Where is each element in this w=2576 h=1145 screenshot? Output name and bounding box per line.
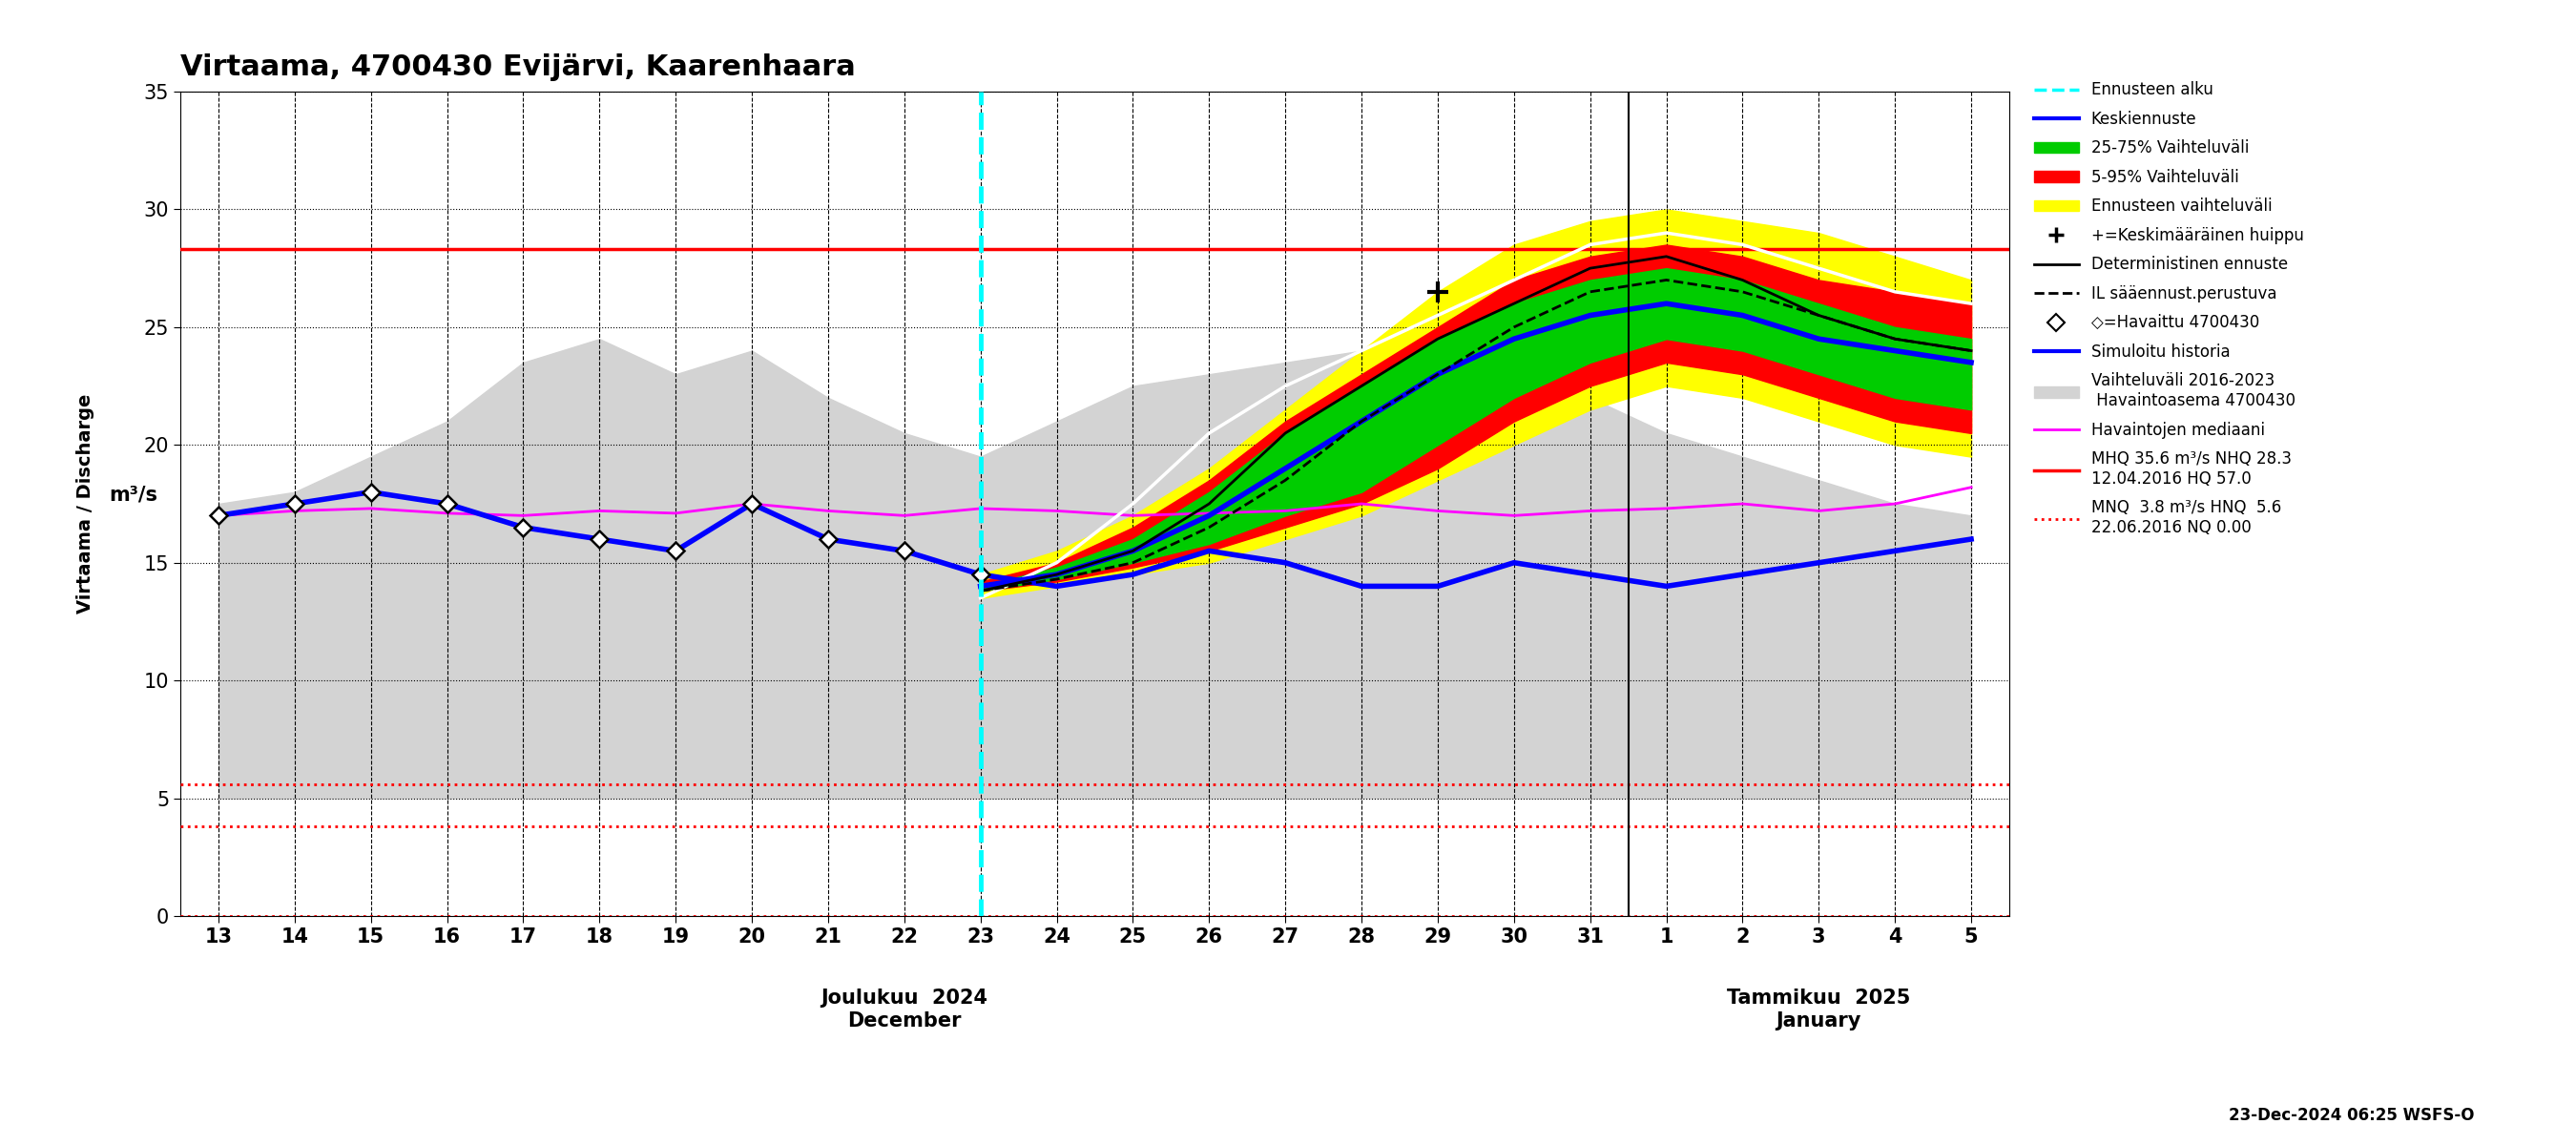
Text: 23-Dec-2024 06:25 WSFS-O: 23-Dec-2024 06:25 WSFS-O <box>2228 1107 2473 1124</box>
Y-axis label: m³/s: m³/s <box>108 484 157 504</box>
Legend: Ennusteen alku, Keskiennuste, 25-75% Vaihteluväli, 5-95% Vaihteluväli, Ennusteen: Ennusteen alku, Keskiennuste, 25-75% Vai… <box>2027 76 2311 543</box>
Text: Virtaama, 4700430 Evijärvi, Kaarenhaara: Virtaama, 4700430 Evijärvi, Kaarenhaara <box>180 54 855 81</box>
Text: Virtaama / Discharge: Virtaama / Discharge <box>77 394 95 614</box>
Text: Joulukuu  2024
December: Joulukuu 2024 December <box>822 989 987 1030</box>
Text: Tammikuu  2025
January: Tammikuu 2025 January <box>1726 989 1911 1030</box>
